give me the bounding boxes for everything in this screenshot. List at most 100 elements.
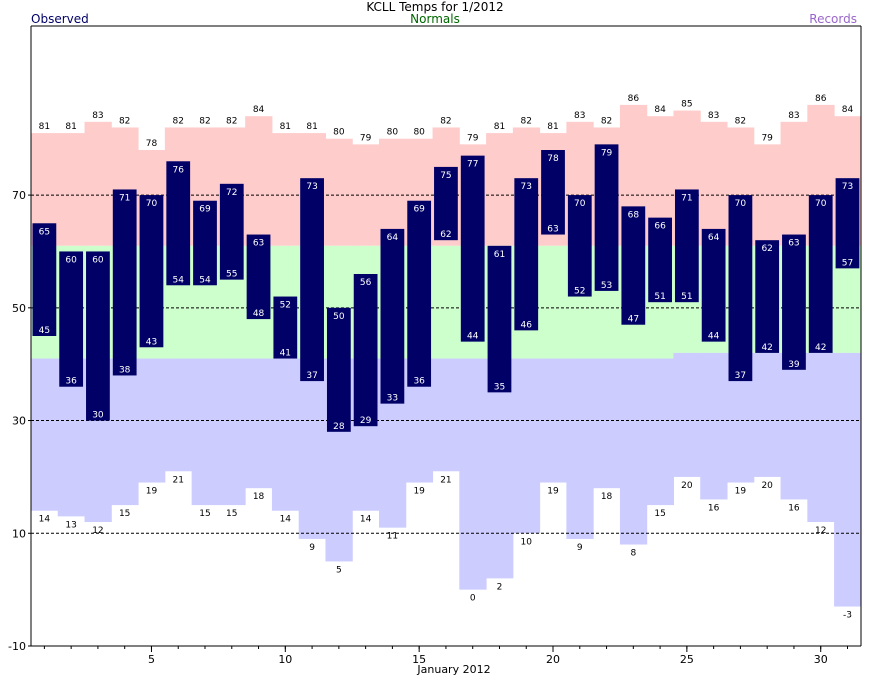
record-high-label: 81: [65, 122, 76, 132]
record-low-label: 19: [146, 487, 158, 497]
observed-low-label: 44: [708, 332, 720, 342]
record-low-label: 19: [735, 487, 747, 497]
observed-bar: [514, 178, 539, 331]
record-high-label: 84: [654, 105, 666, 115]
observed-bar: [86, 251, 110, 421]
observed-high-label: 50: [333, 312, 345, 322]
record-high-label: 86: [815, 94, 827, 104]
observed-bar: [621, 206, 646, 325]
observed-bar: [755, 240, 780, 353]
record-high-label: 83: [574, 111, 585, 121]
observed-bar: [460, 155, 485, 342]
observed-high-label: 75: [440, 171, 451, 181]
x-tick-label: 25: [680, 653, 694, 666]
x-axis-label: January 2012: [416, 663, 490, 676]
observed-low-label: 33: [387, 394, 398, 404]
observed-bar: [246, 234, 271, 320]
observed-low-label: 37: [735, 371, 746, 381]
record-high-label: 80: [333, 128, 345, 138]
record-high-band: [84, 121, 112, 246]
legend-records: Records: [809, 12, 857, 26]
record-low-label: 21: [440, 475, 451, 485]
record-low-label: 21: [173, 475, 184, 485]
normal-band: [539, 245, 567, 359]
record-low-band: [593, 358, 621, 489]
observed-bar: [193, 200, 217, 286]
record-high-band: [271, 133, 300, 246]
observed-high-label: 70: [735, 199, 747, 209]
record-low-band: [753, 352, 782, 477]
record-high-label: 83: [92, 111, 103, 121]
observed-high-label: 71: [119, 193, 130, 203]
record-high-label: 81: [280, 122, 291, 132]
record-high-label: 81: [306, 122, 317, 132]
observed-low-label: 63: [547, 225, 558, 235]
record-low-band: [834, 352, 862, 607]
observed-high-label: 71: [681, 193, 692, 203]
record-high-label: 81: [494, 122, 505, 132]
observed-high-label: 63: [253, 239, 264, 249]
observed-bar: [567, 195, 592, 297]
observed-low-label: 54: [199, 275, 211, 285]
x-tick-label: 30: [814, 653, 828, 666]
record-low-label: -3: [843, 611, 852, 621]
record-high-label: 79: [360, 133, 372, 143]
record-low-band: [807, 352, 835, 522]
observed-low-label: 36: [413, 377, 425, 387]
record-low-label: 12: [92, 526, 103, 536]
record-low-band: [700, 352, 728, 500]
observed-low-label: 62: [440, 230, 451, 240]
observed-high-label: 56: [360, 278, 372, 288]
observed-high-label: 72: [226, 188, 237, 198]
record-low-label: 16: [708, 503, 720, 513]
observed-low-label: 54: [173, 275, 185, 285]
observed-bar: [32, 223, 57, 336]
record-low-label: 18: [253, 492, 265, 502]
y-tick-label: 70: [12, 189, 26, 202]
record-low-label: 16: [788, 503, 800, 513]
observed-bar: [139, 195, 164, 348]
observed-high-label: 64: [708, 233, 720, 243]
observed-bar: [59, 251, 84, 387]
observed-low-label: 57: [842, 258, 853, 268]
record-low-label: 8: [630, 549, 636, 559]
observed-low-label: 52: [574, 287, 585, 297]
record-low-band: [191, 358, 219, 506]
record-low-label: 15: [226, 509, 237, 519]
observed-low-label: 47: [628, 315, 639, 325]
record-high-label: 79: [467, 133, 479, 143]
record-high-label: 80: [413, 128, 425, 138]
x-tick-label: 15: [412, 653, 426, 666]
observed-low-label: 51: [654, 292, 665, 302]
observed-bar: [674, 189, 699, 303]
normal-band: [432, 245, 460, 359]
observed-low-label: 41: [280, 349, 291, 359]
record-high-label: 83: [708, 111, 719, 121]
observed-low-label: 42: [761, 343, 772, 353]
observed-high-label: 70: [146, 199, 158, 209]
record-high-label: 82: [199, 116, 210, 126]
record-low-band: [512, 358, 541, 534]
observed-high-label: 60: [92, 255, 104, 265]
observed-bar: [407, 200, 432, 387]
record-low-label: 13: [65, 520, 76, 530]
record-high-label: 82: [440, 116, 451, 126]
observed-bar: [353, 274, 378, 427]
observed-high-label: 70: [815, 199, 827, 209]
observed-bar: [487, 245, 512, 393]
y-tick-label: 50: [12, 302, 26, 315]
record-high-label: 83: [788, 111, 799, 121]
record-low-band: [218, 358, 246, 506]
record-high-label: 84: [842, 105, 854, 115]
observed-high-label: 76: [173, 165, 185, 175]
record-low-label: 9: [309, 543, 315, 553]
observed-low-label: 48: [253, 309, 265, 319]
record-high-label: 81: [39, 122, 50, 132]
observed-low-label: 44: [467, 332, 479, 342]
observed-low-label: 28: [333, 422, 345, 432]
observed-bar: [273, 296, 298, 359]
legend-observed: Observed: [31, 12, 89, 26]
observed-low-label: 29: [360, 416, 372, 426]
observed-low-label: 42: [815, 343, 826, 353]
record-low-label: 12: [815, 526, 826, 536]
